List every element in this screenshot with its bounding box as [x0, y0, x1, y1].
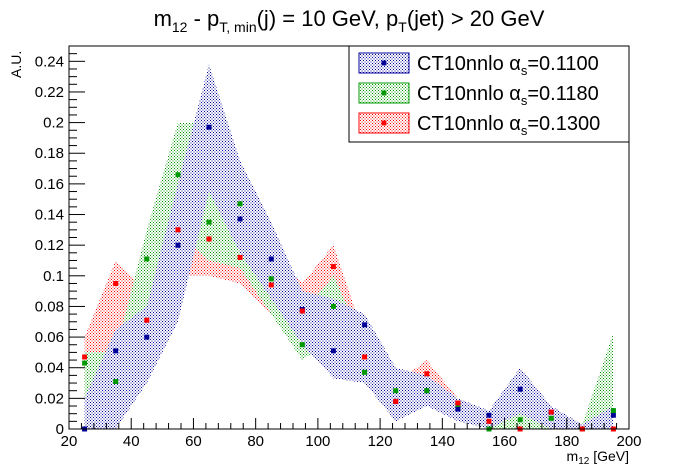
- point-series-2: [299, 308, 305, 314]
- x-tick-label: 60: [185, 433, 202, 450]
- x-tick-label: 180: [554, 433, 579, 450]
- y-tick-label: 0.16: [35, 176, 64, 193]
- chart-title: m12 - pT, min(j) = 10 GeV, pT(jet) > 20 …: [154, 6, 545, 35]
- x-tick-label: 160: [492, 433, 517, 450]
- point-series-2: [206, 236, 212, 242]
- point-series-2: [424, 371, 430, 377]
- point-series-1: [517, 417, 523, 423]
- y-tick-label: 0: [56, 421, 64, 438]
- x-tick-label: 20: [61, 433, 78, 450]
- point-series-0: [206, 124, 212, 130]
- x-tick-label: 80: [247, 433, 264, 450]
- point-series-0: [175, 242, 181, 248]
- point-series-2: [113, 281, 119, 286]
- x-axis-label: m12 [GeV]: [567, 448, 629, 467]
- point-series-1: [362, 369, 368, 375]
- point-series-1: [206, 219, 212, 225]
- point-series-1: [393, 388, 399, 394]
- point-series-0: [486, 412, 492, 418]
- point-series-2: [268, 282, 274, 288]
- point-series-1: [548, 415, 554, 421]
- point-series-0: [113, 348, 119, 354]
- point-series-1: [299, 342, 305, 348]
- point-series-0: [144, 334, 150, 340]
- point-series-0: [237, 216, 243, 222]
- point-series-2: [144, 317, 150, 323]
- point-series-0: [517, 386, 523, 392]
- y-tick-label: 0.24: [35, 53, 64, 70]
- uncertainty-bands: [84, 64, 614, 430]
- y-tick-label: 0.18: [35, 145, 64, 162]
- legend-label: CT10nnlo αs=0.1300: [417, 113, 600, 138]
- legend: CT10nnlo αs=0.1100 CT10nnlo αs=0.1180 CT10…: [348, 45, 630, 143]
- point-series-0: [455, 406, 461, 412]
- point-series-0: [610, 412, 616, 418]
- point-series-0: [330, 348, 336, 354]
- y-tick-label: 0.12: [35, 237, 64, 254]
- x-tick-label: 120: [368, 433, 393, 450]
- legend-marker: [381, 120, 387, 126]
- x-axis: 20 40 60 80 100 120 140 160 180 200: [61, 418, 642, 450]
- point-series-1: [113, 379, 119, 384]
- legend-marker: [381, 60, 387, 66]
- band-series-0: [84, 64, 614, 430]
- point-series-1: [144, 256, 150, 262]
- point-series-1: [175, 172, 181, 178]
- point-series-2: [455, 400, 461, 406]
- point-series-1: [237, 201, 243, 207]
- point-series-2: [548, 409, 554, 415]
- point-series-0: [268, 256, 274, 262]
- legend-label: CT10nnlo αs=0.1180: [417, 83, 599, 108]
- point-series-2: [393, 398, 399, 404]
- point-series-2: [362, 354, 368, 360]
- legend-marker: [381, 90, 387, 96]
- legend-label: CT10nnlo αs=0.1100: [417, 53, 599, 78]
- point-series-0: [362, 322, 368, 328]
- y-tick-label: 0.2: [43, 115, 64, 132]
- point-series-2: [330, 264, 336, 270]
- point-series-2: [175, 227, 181, 233]
- point-series-1: [424, 388, 430, 394]
- x-tick-label: 200: [616, 433, 641, 450]
- point-series-2: [486, 418, 492, 424]
- point-series-1: [610, 408, 616, 414]
- point-series-1: [82, 360, 88, 366]
- y-tick-label: 0.04: [35, 360, 64, 377]
- y-tick-label: 0.22: [35, 84, 64, 101]
- point-series-2: [237, 254, 243, 260]
- y-tick-label: 0.1: [43, 268, 64, 285]
- x-tick-label: 40: [123, 433, 140, 450]
- y-tick-label: 0.02: [35, 390, 64, 407]
- y-axis: 0 0.02 0.04 0.06 0.08 0.1 0.12 0.14 0.16 0.18 0.2 0…: [35, 45, 85, 438]
- point-series-1: [268, 276, 274, 282]
- y-tick-label: 0.14: [35, 207, 64, 224]
- point-series-2: [82, 354, 88, 360]
- y-axis-label: A.U.: [8, 51, 24, 78]
- x-tick-label: 100: [305, 433, 330, 450]
- y-tick-label: 0.06: [35, 329, 64, 346]
- point-series-1: [330, 303, 336, 309]
- x-tick-label: 140: [430, 433, 455, 450]
- y-tick-label: 0.08: [35, 298, 64, 315]
